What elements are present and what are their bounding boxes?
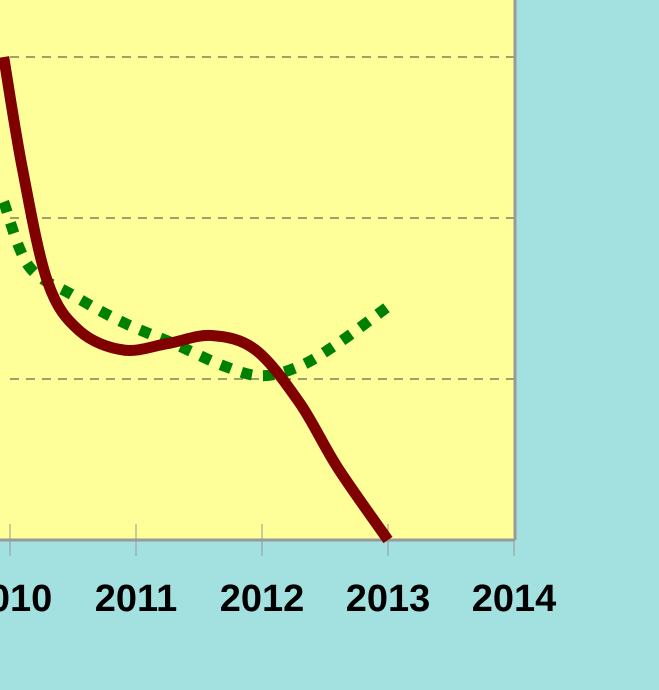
series-layer xyxy=(0,56,393,544)
x-tick-label-2010: 2010 xyxy=(0,578,52,620)
x-tick-labels: 2010 2011 2012 2013 2014 xyxy=(0,578,556,620)
plot-area xyxy=(0,0,515,540)
grid-lines xyxy=(10,56,515,380)
x-tick-label-2011: 2011 xyxy=(95,578,177,620)
x-tick-label-2013: 2013 xyxy=(346,578,431,620)
x-tick-label-2014: 2014 xyxy=(472,578,557,620)
series-line-solid xyxy=(0,56,393,544)
x-tick-label-2012: 2012 xyxy=(220,578,305,620)
x-axis xyxy=(0,524,515,556)
